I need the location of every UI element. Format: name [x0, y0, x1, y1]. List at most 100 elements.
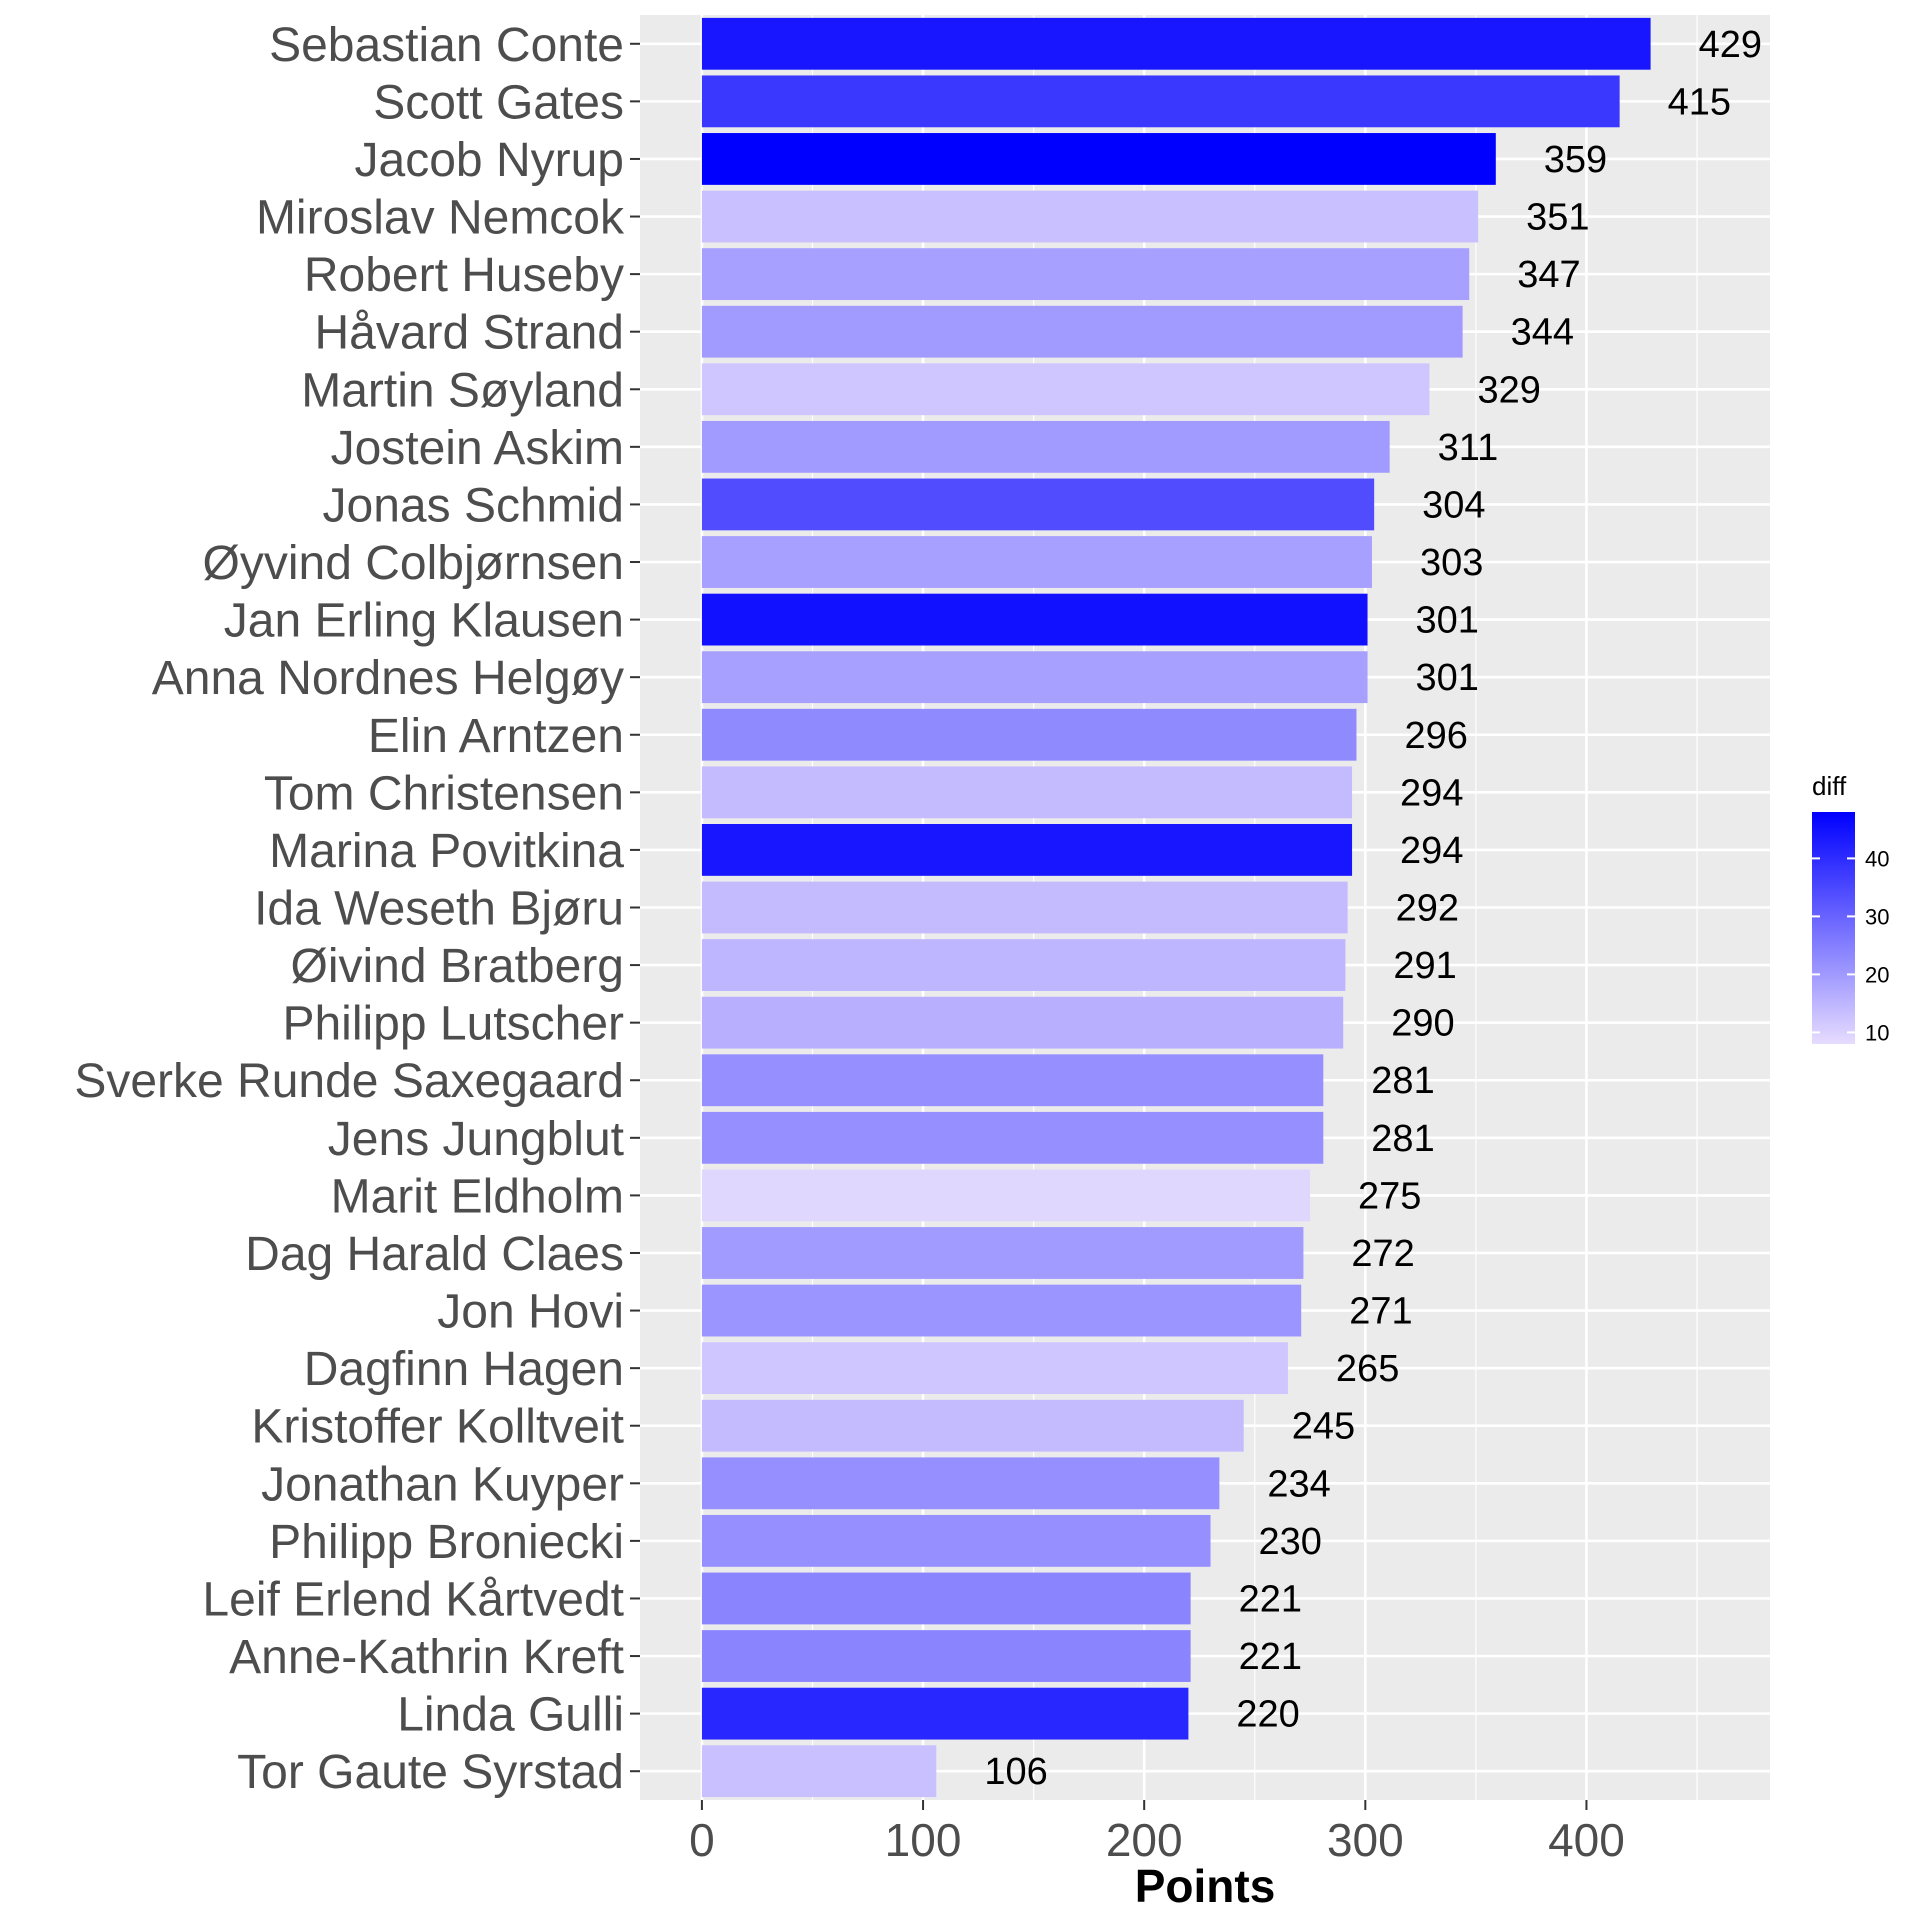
bar-value-label: 265 [1336, 1348, 1399, 1390]
bar [701, 996, 1344, 1049]
bar-value-label: 304 [1422, 484, 1485, 526]
bar [701, 651, 1368, 704]
bar [701, 1687, 1189, 1740]
y-tick-label: Jostein Askim [331, 422, 624, 475]
bar [701, 1399, 1244, 1452]
legend-tick-label: 40 [1865, 846, 1889, 871]
bar-value-label: 303 [1420, 542, 1483, 584]
bar-value-label: 296 [1404, 715, 1467, 757]
bars [701, 17, 1651, 1798]
y-tick-label: Anne-Kathrin Kreft [229, 1631, 624, 1684]
bar-value-label: 106 [984, 1751, 1047, 1793]
y-tick-label: Dagfinn Hagen [304, 1343, 624, 1396]
y-tick-label: Kristoffer Kolltveit [251, 1401, 624, 1454]
y-tick-label: Anna Nordnes Helgøy [152, 652, 624, 705]
y-tick-label: Øyvind Colbjørnsen [203, 537, 625, 590]
x-tick-label: 300 [1327, 1814, 1404, 1866]
bar-value-label: 359 [1544, 139, 1607, 181]
legend-tick-label: 30 [1865, 904, 1889, 929]
bar [701, 1572, 1191, 1625]
bar-value-label: 301 [1416, 657, 1479, 699]
bar [701, 133, 1496, 185]
bar-value-label: 301 [1416, 600, 1479, 642]
bar [701, 824, 1353, 876]
y-tick-label: Elin Arntzen [368, 710, 624, 763]
bar-value-label: 347 [1517, 254, 1580, 296]
bar [701, 708, 1357, 761]
x-axis-title: Points [1135, 1860, 1276, 1912]
bar-value-label: 271 [1349, 1291, 1412, 1333]
y-tick-label: Håvard Strand [315, 307, 625, 360]
bar-value-label: 294 [1400, 772, 1463, 814]
legend-tick-label: 10 [1865, 1020, 1889, 1045]
bar [701, 1745, 937, 1798]
y-tick-label: Scott Gates [373, 76, 624, 129]
y-tick-label: Philipp Lutscher [282, 998, 624, 1051]
bar-value-label: 234 [1267, 1463, 1330, 1505]
y-tick-label: Linda Gulli [397, 1689, 624, 1742]
bar-value-label: 220 [1236, 1694, 1299, 1736]
y-tick-label: Øivind Bratberg [291, 940, 625, 993]
y-tick-label: Philipp Broniecki [269, 1516, 624, 1569]
color-legend: diff 10 20 30 40 [1812, 771, 1889, 1045]
bar [701, 75, 1620, 128]
bar-value-label: 290 [1391, 1003, 1454, 1045]
y-tick-label: Jonas Schmid [323, 479, 624, 532]
y-tick-label: Marina Povitkina [269, 825, 624, 878]
bar [701, 17, 1651, 70]
legend-title: diff [1812, 771, 1847, 801]
bar [701, 593, 1368, 646]
y-tick-label: Jan Erling Klausen [224, 595, 624, 648]
bar-value-label: 344 [1511, 312, 1574, 354]
bar [701, 939, 1346, 991]
y-tick-label: Jon Hovi [437, 1286, 624, 1339]
y-tick-label: Tom Christensen [264, 767, 624, 820]
y-tick-label: Tor Gaute Syrstad [237, 1746, 624, 1799]
bar [701, 1457, 1220, 1510]
bar-value-label: 329 [1477, 369, 1540, 411]
y-tick-label: Marit Eldholm [331, 1170, 624, 1223]
bar [701, 1111, 1324, 1164]
bar-value-label: 281 [1371, 1118, 1434, 1160]
legend-colorbar [1812, 812, 1855, 1044]
bar [701, 1342, 1288, 1395]
y-tick-label: Jens Jungblut [328, 1113, 624, 1166]
bar-value-label: 245 [1292, 1406, 1355, 1448]
x-tick-label: 400 [1548, 1814, 1625, 1866]
bar-value-label: 351 [1526, 197, 1589, 239]
bar [701, 190, 1479, 243]
y-tick-label: Ida Weseth Bjøru [254, 883, 624, 936]
y-tick-label: Miroslav Nemcok [256, 192, 625, 245]
legend-tick-label: 20 [1865, 962, 1889, 987]
bar-value-label: 415 [1668, 81, 1731, 123]
bar [701, 1227, 1304, 1279]
y-tick-label: Sverke Runde Saxegaard [74, 1055, 624, 1108]
bar [701, 1284, 1302, 1337]
bar-value-label: 294 [1400, 830, 1463, 872]
value-labels: 429 415 359 351 347 344 329 311 304 303 301 301 296 2… [984, 24, 1762, 1793]
bar-value-label: 429 [1699, 24, 1762, 66]
bar-value-label: 281 [1371, 1060, 1434, 1102]
bar [701, 305, 1463, 358]
y-tick-label: Jonathan Kuyper [261, 1458, 624, 1511]
bar [701, 248, 1470, 301]
y-tick-label: Sebastian Conte [269, 19, 624, 72]
bar-value-label: 221 [1239, 1636, 1302, 1678]
y-tick-label: Robert Huseby [304, 249, 624, 302]
bar [701, 478, 1375, 531]
bar-value-label: 275 [1358, 1175, 1421, 1217]
bar-value-label: 291 [1393, 945, 1456, 987]
x-axis: 0 100 200 300 400 [689, 1800, 1625, 1866]
bar-value-label: 311 [1438, 427, 1499, 469]
bar-value-label: 292 [1396, 888, 1459, 930]
bar [701, 1514, 1211, 1567]
bar-value-label: 230 [1259, 1521, 1322, 1563]
bar [701, 1169, 1311, 1222]
bar-value-label: 221 [1239, 1578, 1302, 1620]
legend-ticks: 10 20 30 40 [1812, 846, 1889, 1045]
y-tick-label: Martin Søyland [301, 364, 624, 417]
y-tick-label: Dag Harald Claes [245, 1228, 624, 1281]
bar [701, 881, 1348, 934]
